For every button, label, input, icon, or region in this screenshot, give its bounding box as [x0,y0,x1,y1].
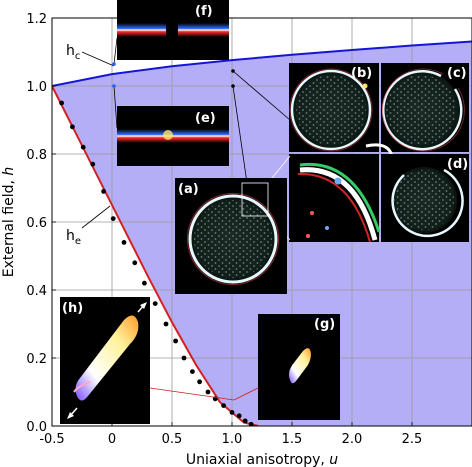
inset-c: (c) [381,63,469,152]
simulation-point [90,161,96,167]
simulation-point [190,369,195,374]
inset-g-label: (g) [314,317,335,332]
simulation-point [80,144,86,150]
simulation-point [242,418,248,424]
inset-e-label: (e) [195,111,216,126]
simulation-point [142,280,147,286]
inset-c-label: (c) [447,66,467,81]
y-tick-label: 0.4 [26,284,47,299]
inset-e: (e) [117,106,229,166]
he-label: he [66,228,81,247]
simulation-point [181,355,187,361]
simulation-point [229,410,235,415]
inset-a: (a) [175,178,287,294]
x-tick-label: 0 [108,432,116,447]
x-tick-label: 2.0 [342,432,363,447]
hc-label: hc [66,43,80,62]
axis-ticks: -0.5 0 0.5 1.0 1.5 2.0 2.5 0.0 0.2 0.4 0.6 0.8 1.0 1.… [26,12,422,447]
simulation-point [70,124,75,130]
simulation-point [152,301,158,306]
simulation-point [121,240,127,245]
inset-pointer-lines [113,37,291,184]
simulation-point [132,260,138,266]
inset-marker-points [231,69,235,88]
inset-h-label: (h) [62,301,83,316]
inset-marker-e [112,84,116,88]
inset-a-label: (a) [178,182,199,197]
inset-f-label: (f) [195,4,213,19]
hc-label-pointer [81,51,115,67]
simulation-point [59,100,64,106]
simulation-point [110,216,116,222]
inset-g: (g) [258,314,340,420]
inset-d: (d) [381,154,469,242]
inset-marker-f [112,62,116,66]
x-axis-label: Uniaxial anisotropy, u [186,452,338,467]
x-tick-label: -0.5 [39,432,64,447]
simulation-point [173,338,179,344]
simulation-point [163,321,169,327]
simulation-point [248,421,254,426]
y-tick-label: 0.8 [26,148,47,163]
y-tick-label: 0.6 [26,216,47,231]
he-label-pointer [81,205,111,229]
simulation-point [236,413,242,419]
inset-b-label: (b) [351,66,372,81]
inset-zoom [289,154,381,243]
x-tick-label: 1.5 [282,432,303,447]
y-tick-label: 1.2 [26,12,47,27]
y-axis-label: External field, h [1,167,17,278]
x-tick-label: 0.5 [162,432,183,447]
y-tick-label: 1.0 [26,80,47,95]
inset-b: (b) [289,63,379,152]
inset-h: (h) [60,297,150,424]
simulation-point [197,379,203,385]
y-tick-label: 0.0 [26,420,47,435]
hc-curve [52,40,472,87]
x-tick-label: 1.0 [222,432,243,447]
gh-pointer-lines [149,387,259,401]
inset-f: (f) [117,0,229,60]
inset-d-label: (d) [447,157,468,172]
x-tick-label: 2.5 [402,432,423,447]
simulation-point [205,389,211,395]
simulation-point [101,189,106,194]
simulation-point [221,403,227,408]
y-tick-label: 0.2 [26,352,47,367]
